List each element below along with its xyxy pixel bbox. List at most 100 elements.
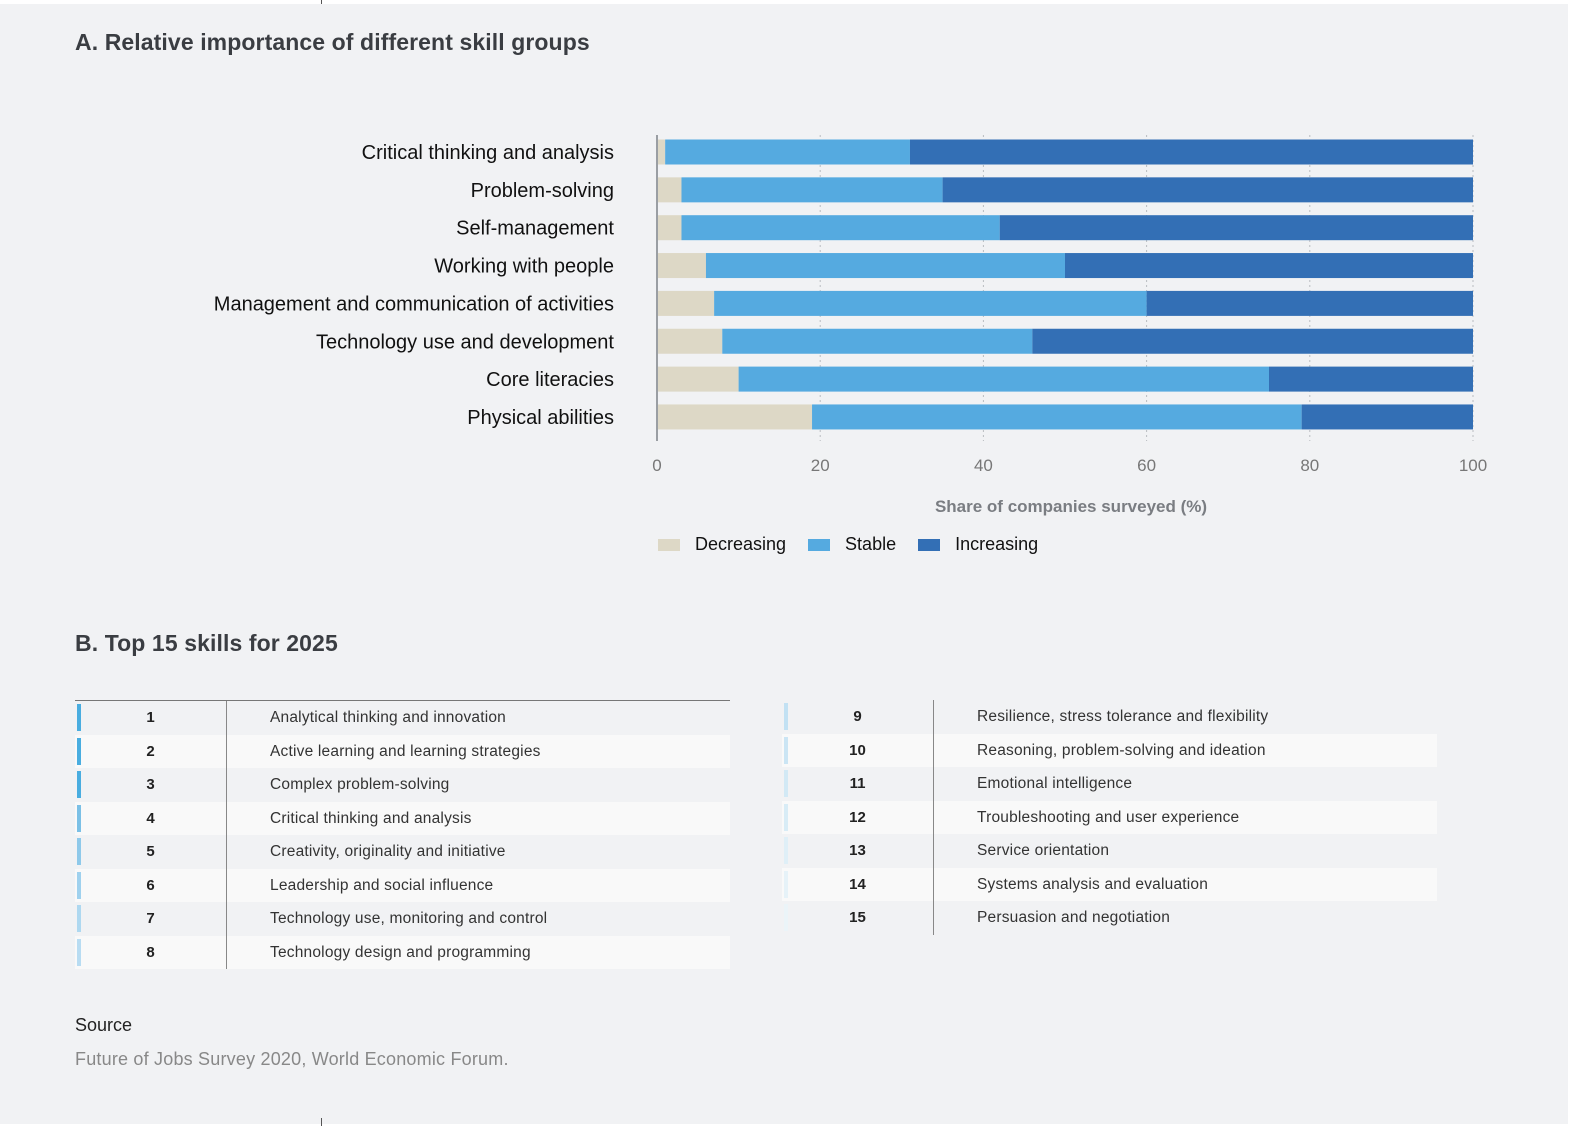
skill-name: Leadership and social influence: [270, 876, 494, 894]
legend-item-decreasing: Decreasing: [658, 534, 786, 555]
bar-increasing-1: [909, 139, 1473, 165]
legend-swatch-stable: [808, 538, 831, 551]
skill-row: 12 Troubleshooting and user experience: [782, 800, 1437, 834]
skill-row: 14 Systems analysis and evaluation: [782, 867, 1437, 901]
skill-rank: 7: [146, 910, 155, 927]
rank-indicator: [77, 737, 81, 765]
category-label-6: Technology use and development: [316, 331, 614, 353]
bar-increasing-6: [1032, 328, 1473, 354]
column-divider: [226, 902, 227, 936]
rank-indicator: [784, 904, 788, 931]
source-label: Source: [75, 1015, 133, 1035]
page-edge: [1568, 0, 1590, 1146]
skill-row: 3 Complex problem-solving: [75, 768, 730, 802]
bar-stable-6: [722, 328, 1033, 354]
x-tick-label-40: 40: [974, 456, 993, 475]
skill-name: Troubleshooting and user experience: [977, 808, 1240, 826]
source-text: Future of Jobs Survey 2020, World Econom…: [75, 1049, 509, 1069]
skill-name: Resilience, stress tolerance and flexibi…: [977, 708, 1269, 725]
column-divider: [226, 701, 227, 735]
skill-name: Critical thinking and analysis: [270, 809, 472, 827]
section-a-title: A. Relative importance of different skil…: [75, 29, 590, 55]
skill-row: 8 Technology design and programming: [75, 935, 730, 969]
skill-name: Persuasion and negotiation: [977, 909, 1171, 926]
bar-increasing-2: [942, 177, 1473, 203]
bar-decreasing-3: [657, 215, 682, 241]
column-divider: [933, 700, 934, 734]
legend-label-decreasing: Decreasing: [695, 534, 787, 554]
column-divider: [933, 834, 934, 868]
column-divider: [226, 835, 227, 869]
x-axis-title: Share of companies surveyed (%): [935, 497, 1207, 516]
skill-row: 4 Critical thinking and analysis: [75, 801, 730, 835]
rank-indicator: [77, 771, 81, 798]
rank-indicator: [784, 770, 788, 797]
legend-item-increasing: Increasing: [918, 534, 1038, 555]
rank-indicator: [784, 703, 788, 730]
column-divider: [226, 801, 227, 835]
crop-mark-bottom: [321, 1118, 322, 1126]
bar-stable-5: [714, 290, 1147, 316]
skill-name: Emotional intelligence: [977, 775, 1133, 792]
skill-name: Systems analysis and evaluation: [977, 875, 1209, 893]
column-divider: [933, 733, 934, 767]
bar-increasing-3: [999, 215, 1473, 241]
x-tick-label-20: 20: [811, 456, 830, 475]
rank-indicator: [77, 704, 81, 731]
skill-name: Technology design and programming: [270, 943, 531, 961]
column-divider: [933, 867, 934, 901]
bar-decreasing-2: [657, 177, 682, 203]
bar-stable-3: [681, 215, 1000, 241]
x-tick-label-100: 100: [1459, 456, 1487, 475]
rank-indicator: [77, 871, 81, 899]
skill-name: Service orientation: [977, 842, 1110, 859]
rank-indicator: [784, 736, 788, 764]
bar-decreasing-6: [657, 328, 723, 354]
bar-stable-7: [738, 366, 1269, 392]
legend-swatch-increasing: [918, 538, 941, 551]
x-tick-label-60: 60: [1137, 456, 1156, 475]
rank-indicator: [784, 870, 788, 898]
section-b-title: B. Top 15 skills for 2025: [75, 630, 338, 656]
bar-decreasing-8: [657, 404, 813, 430]
skill-row: 9 Resilience, stress tolerance and flexib…: [782, 700, 1437, 734]
column-divider: [933, 901, 934, 935]
column-divider: [226, 935, 227, 969]
category-label-1: Critical thinking and analysis: [362, 142, 614, 164]
category-label-4: Working with people: [434, 256, 614, 278]
bar-stable-2: [681, 177, 943, 203]
legend-item-stable: Stable: [808, 534, 896, 555]
skill-name: Technology use, monitoring and control: [270, 910, 548, 927]
category-label-7: Core literacies: [486, 369, 614, 391]
category-label-3: Self-management: [456, 218, 614, 240]
skill-row: 6 Leadership and social influence: [75, 868, 730, 902]
x-tick-label-0: 0: [652, 456, 661, 475]
x-tick-label-80: 80: [1300, 456, 1319, 475]
rank-indicator: [77, 905, 81, 932]
skill-row: 2 Active learning and learning strategies: [75, 734, 730, 768]
category-label-2: Problem-solving: [471, 180, 614, 202]
skill-rank: 11: [849, 775, 866, 792]
skill-rank: 15: [849, 909, 866, 926]
legend-label-increasing: Increasing: [955, 534, 1039, 554]
skill-name: Creativity, originality and initiative: [270, 843, 506, 860]
bar-increasing-8: [1301, 404, 1473, 430]
skill-row: 15 Persuasion and negotiation: [782, 901, 1437, 935]
bar-increasing-5: [1146, 290, 1473, 316]
legend-label-stable: Stable: [845, 534, 897, 554]
crop-mark-top: [321, 0, 322, 4]
skill-rank: 14: [849, 875, 866, 893]
rank-indicator: [77, 938, 81, 966]
skill-row: 11 Emotional intelligence: [782, 767, 1437, 801]
column-divider: [226, 868, 227, 902]
bar-decreasing-1: [657, 139, 666, 165]
bar-decreasing-4: [657, 253, 706, 279]
column-divider: [933, 767, 934, 801]
chart-legend: Decreasing Stable Increasing: [658, 534, 1060, 555]
column-divider: [933, 800, 934, 834]
skill-row: 5 Creativity, originality and initiative: [75, 835, 730, 869]
skill-rank: 9: [853, 708, 862, 725]
bar-stable-4: [705, 253, 1065, 279]
legend-swatch-decreasing: [658, 538, 680, 551]
skills-table-right: 9 Resilience, stress tolerance and flexib…: [782, 700, 1437, 935]
